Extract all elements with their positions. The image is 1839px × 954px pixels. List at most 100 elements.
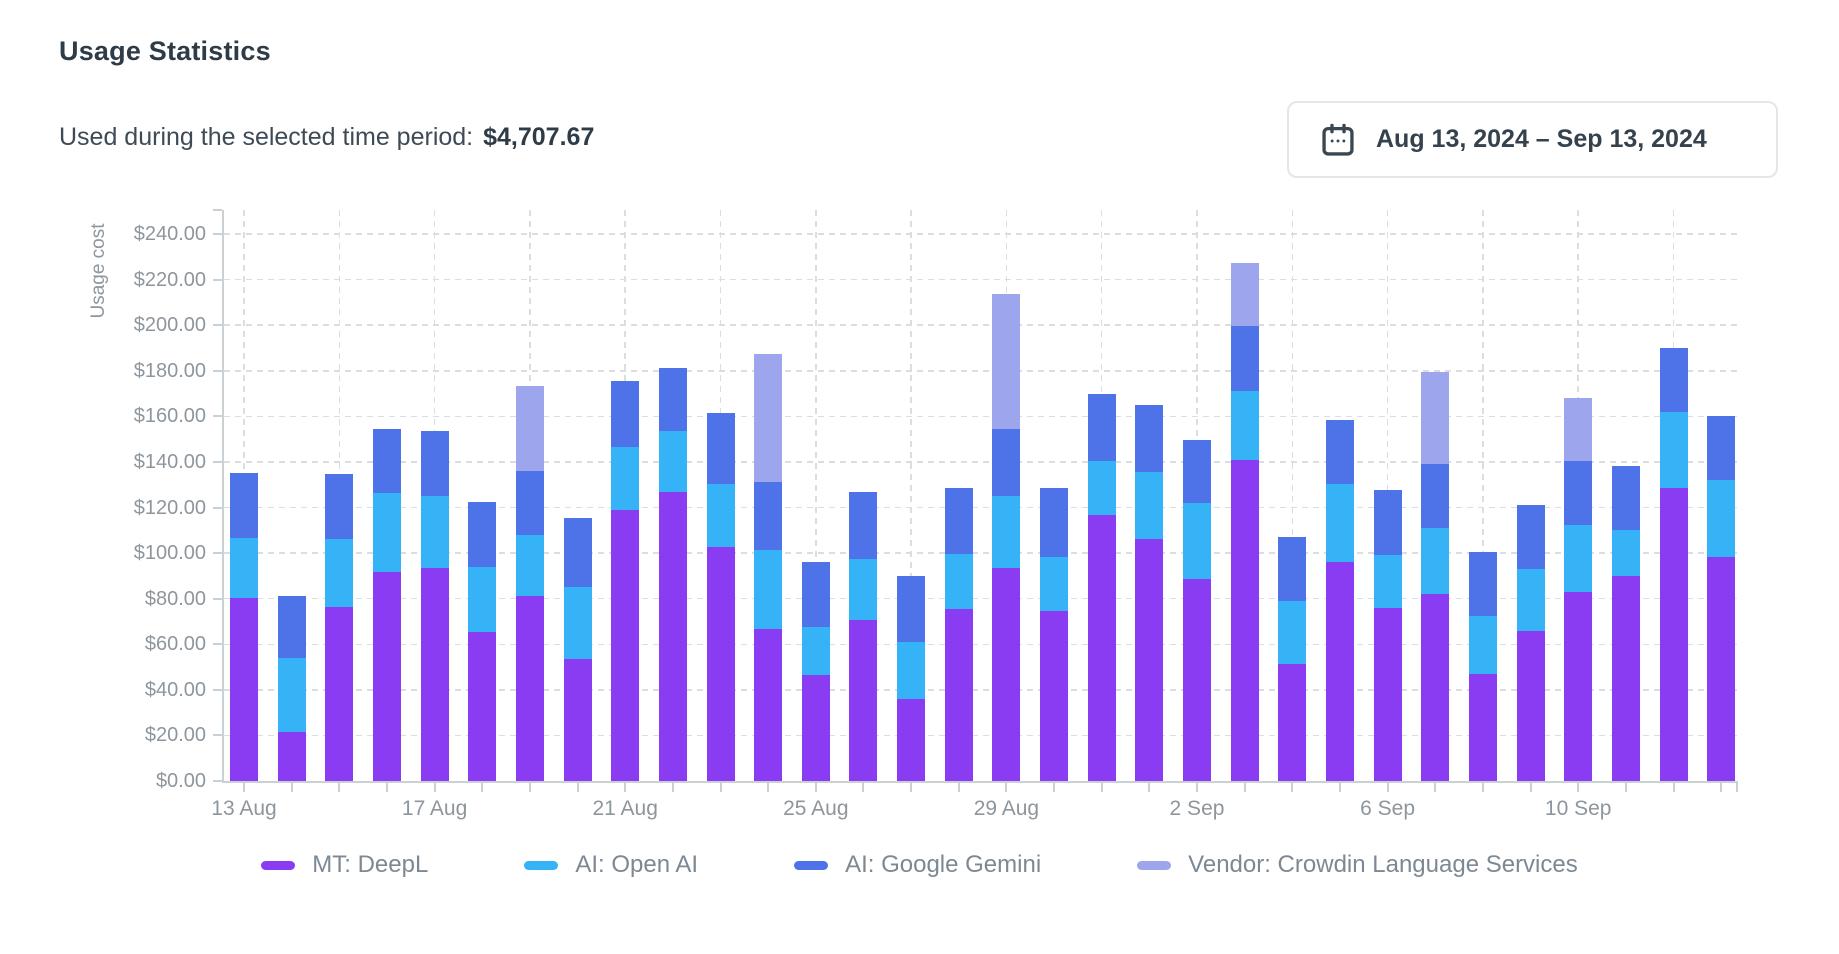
bar-segment[interactable]: [1421, 371, 1450, 465]
legend-item[interactable]: AI: Open AI: [524, 851, 698, 879]
bar-segment[interactable]: [1564, 591, 1593, 781]
bar-segment[interactable]: [1373, 607, 1402, 781]
bar-segment[interactable]: [1468, 551, 1497, 616]
bar-segment[interactable]: [1278, 663, 1307, 781]
bar-segment[interactable]: [849, 620, 878, 781]
bar-segment[interactable]: [468, 631, 497, 781]
bar-segment[interactable]: [372, 492, 401, 573]
bar-segment[interactable]: [1421, 464, 1450, 529]
bar-segment[interactable]: [801, 627, 830, 676]
bar-segment[interactable]: [1707, 480, 1736, 557]
bar-segment[interactable]: [897, 698, 926, 781]
bar-segment[interactable]: [706, 483, 735, 548]
bar-segment[interactable]: [1611, 530, 1640, 576]
bar-segment[interactable]: [1468, 615, 1497, 674]
bar-segment[interactable]: [611, 509, 640, 781]
bar-segment[interactable]: [754, 549, 783, 630]
bar-segment[interactable]: [325, 474, 354, 540]
bar-segment[interactable]: [1325, 562, 1354, 781]
bar-segment[interactable]: [1087, 393, 1116, 461]
bar-segment[interactable]: [944, 608, 973, 781]
bar-segment[interactable]: [230, 538, 258, 598]
bar-segment[interactable]: [230, 597, 258, 781]
bar-segment[interactable]: [563, 517, 592, 588]
bar-segment[interactable]: [1516, 630, 1545, 781]
bar-segment[interactable]: [992, 567, 1021, 781]
bar-segment[interactable]: [1659, 488, 1688, 781]
bar-segment[interactable]: [1611, 575, 1640, 781]
bar-segment[interactable]: [420, 431, 449, 497]
bar-segment[interactable]: [1040, 488, 1069, 557]
bar-segment[interactable]: [754, 629, 783, 781]
bar-segment[interactable]: [420, 567, 449, 781]
bar-segment[interactable]: [944, 488, 973, 555]
bar-segment[interactable]: [754, 482, 783, 550]
bar-segment[interactable]: [1325, 483, 1354, 563]
bar-segment[interactable]: [1373, 490, 1402, 556]
bar-segment[interactable]: [1040, 556, 1069, 612]
bar-segment[interactable]: [277, 732, 306, 781]
bar-segment[interactable]: [706, 412, 735, 484]
legend-item[interactable]: Vendor: Crowdin Language Services: [1137, 851, 1578, 879]
bar-segment[interactable]: [1087, 515, 1116, 781]
bar-segment[interactable]: [1183, 579, 1211, 781]
bar-segment[interactable]: [1421, 594, 1450, 781]
bar-segment[interactable]: [1278, 537, 1307, 601]
bar-segment[interactable]: [1564, 460, 1593, 525]
bar-segment[interactable]: [1659, 347, 1688, 412]
bar-segment[interactable]: [849, 491, 878, 559]
bar-segment[interactable]: [1230, 326, 1259, 392]
bar-segment[interactable]: [897, 641, 926, 699]
date-range-picker[interactable]: Aug 13, 2024 – Sep 13, 2024: [1287, 101, 1778, 178]
bar-segment[interactable]: [515, 385, 544, 472]
bar-segment[interactable]: [468, 501, 497, 567]
bar-segment[interactable]: [515, 534, 544, 597]
bar-segment[interactable]: [1230, 459, 1259, 781]
bar-segment[interactable]: [1040, 611, 1069, 781]
bar-segment[interactable]: [754, 353, 783, 483]
bar-segment[interactable]: [325, 539, 354, 607]
bar-segment[interactable]: [1278, 600, 1307, 664]
bar-segment[interactable]: [611, 447, 640, 510]
bar-segment[interactable]: [1230, 262, 1259, 327]
bar-segment[interactable]: [1659, 411, 1688, 489]
bar-segment[interactable]: [849, 558, 878, 621]
bar-segment[interactable]: [420, 496, 449, 568]
bar-segment[interactable]: [1421, 528, 1450, 595]
bar-segment[interactable]: [468, 566, 497, 632]
bar-segment[interactable]: [1611, 466, 1640, 531]
legend-item[interactable]: MT: DeepL: [261, 851, 428, 879]
bar-segment[interactable]: [230, 473, 258, 539]
bar-segment[interactable]: [658, 431, 687, 492]
bar-segment[interactable]: [992, 294, 1021, 429]
bar-segment[interactable]: [1087, 460, 1116, 516]
bar-segment[interactable]: [992, 428, 1021, 497]
bar-segment[interactable]: [801, 675, 830, 781]
bar-segment[interactable]: [372, 572, 401, 781]
bar-segment[interactable]: [1707, 556, 1736, 781]
bar-segment[interactable]: [1135, 404, 1164, 473]
bar-segment[interactable]: [325, 606, 354, 781]
bar-segment[interactable]: [1183, 440, 1211, 503]
bar-segment[interactable]: [1516, 505, 1545, 570]
bar-segment[interactable]: [801, 562, 830, 628]
bar-segment[interactable]: [563, 659, 592, 781]
bar-segment[interactable]: [992, 496, 1021, 568]
bar-segment[interactable]: [658, 491, 687, 781]
bar-segment[interactable]: [1135, 472, 1164, 540]
bar-segment[interactable]: [1135, 539, 1164, 781]
bar-segment[interactable]: [515, 471, 544, 535]
bar-segment[interactable]: [1230, 391, 1259, 460]
bar-segment[interactable]: [1564, 398, 1593, 461]
bar-segment[interactable]: [1516, 569, 1545, 631]
bar-segment[interactable]: [1707, 416, 1736, 481]
bar-segment[interactable]: [277, 596, 306, 658]
legend-item[interactable]: AI: Google Gemini: [794, 851, 1041, 879]
bar-segment[interactable]: [1183, 502, 1211, 580]
bar-segment[interactable]: [1468, 673, 1497, 781]
bar-segment[interactable]: [1325, 419, 1354, 484]
bar-segment[interactable]: [372, 428, 401, 493]
bar-segment[interactable]: [1373, 555, 1402, 608]
bar-segment[interactable]: [277, 657, 306, 732]
bar-segment[interactable]: [658, 368, 687, 432]
